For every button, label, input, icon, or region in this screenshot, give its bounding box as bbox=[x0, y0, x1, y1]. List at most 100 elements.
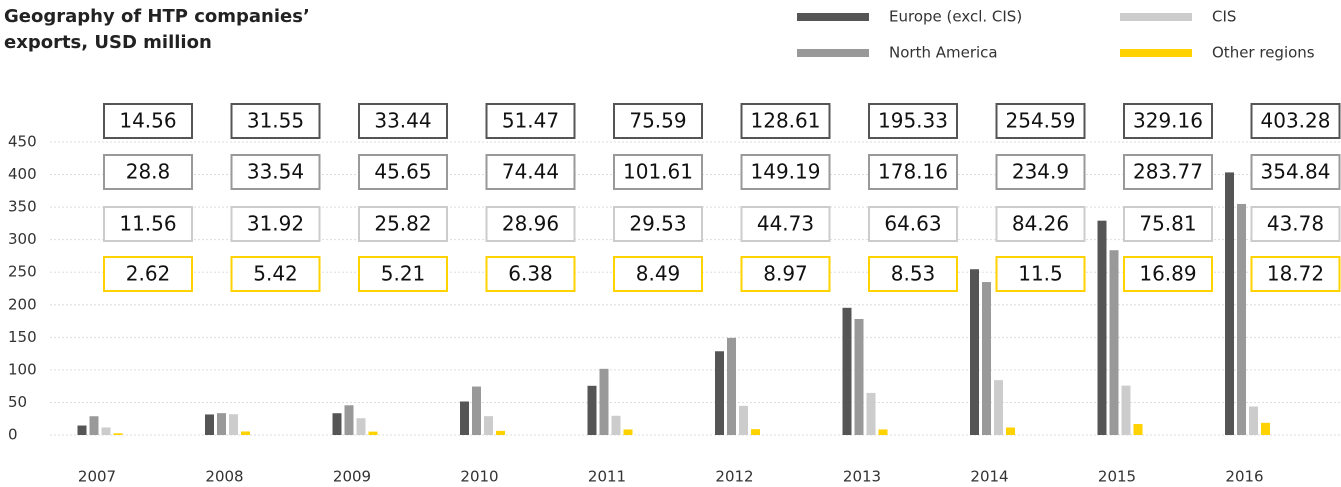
label-frame bbox=[230, 256, 321, 292]
data-label-box: 64.63 bbox=[868, 206, 958, 242]
bar bbox=[854, 318, 864, 435]
legend-swatch bbox=[797, 49, 869, 57]
data-label: 403.28 bbox=[1261, 109, 1331, 133]
data-label-box: 28.96 bbox=[485, 206, 576, 242]
data-label: 44.73 bbox=[757, 212, 814, 236]
data-label: 43.78 bbox=[1267, 212, 1324, 236]
data-label: 5.21 bbox=[381, 262, 426, 286]
bar bbox=[1109, 250, 1119, 435]
label-frame bbox=[613, 206, 703, 242]
label-frame bbox=[868, 103, 958, 139]
data-label-box: 2.62 bbox=[103, 256, 193, 292]
label-frame bbox=[1123, 154, 1213, 190]
label-frame bbox=[230, 206, 321, 242]
data-label: 14.56 bbox=[119, 109, 176, 133]
bar bbox=[89, 416, 99, 435]
legend-label: Europe (excl. CIS) bbox=[889, 8, 1022, 26]
bar bbox=[994, 380, 1003, 435]
bar bbox=[344, 405, 354, 435]
bar bbox=[472, 386, 481, 435]
bar bbox=[205, 414, 214, 435]
data-label-box: 29.53 bbox=[613, 206, 703, 242]
data-label: 18.72 bbox=[1267, 262, 1324, 286]
data-label-box: 84.26 bbox=[995, 206, 1086, 242]
bar bbox=[1261, 422, 1270, 435]
data-label: 178.16 bbox=[878, 160, 948, 184]
data-label-box: 14.56 bbox=[103, 103, 193, 139]
label-frame bbox=[1250, 206, 1341, 242]
bar bbox=[1225, 172, 1234, 435]
label-frame bbox=[358, 103, 448, 139]
bar bbox=[599, 368, 609, 435]
bar bbox=[1249, 406, 1258, 435]
x-tick-label: 2007 bbox=[78, 468, 116, 486]
data-label: 254.59 bbox=[1006, 109, 1076, 133]
data-label: 64.63 bbox=[884, 212, 941, 236]
bar bbox=[496, 430, 505, 435]
data-label: 33.54 bbox=[247, 160, 304, 184]
y-tick-label: 0 bbox=[8, 426, 18, 444]
bar bbox=[77, 425, 87, 435]
bar bbox=[1133, 424, 1143, 435]
label-frame bbox=[230, 103, 321, 139]
bar bbox=[739, 405, 748, 435]
x-tick-label: 2009 bbox=[333, 468, 371, 486]
data-label: 329.16 bbox=[1133, 109, 1203, 133]
bar bbox=[611, 415, 621, 435]
label-frame bbox=[1123, 103, 1213, 139]
label-frame bbox=[1123, 206, 1213, 242]
x-tick-label: 2013 bbox=[843, 468, 881, 486]
label-frame bbox=[358, 154, 448, 190]
bar bbox=[368, 431, 378, 435]
legend-swatch bbox=[797, 13, 869, 21]
legend-label: Other regions bbox=[1212, 44, 1315, 62]
label-frame bbox=[485, 256, 576, 292]
bar bbox=[356, 418, 366, 435]
data-label-box: 16.89 bbox=[1123, 256, 1213, 292]
bar bbox=[982, 282, 991, 435]
data-label: 234.9 bbox=[1012, 160, 1069, 184]
bar bbox=[101, 427, 111, 435]
x-tick-label: 2015 bbox=[1098, 468, 1136, 486]
data-label: 5.42 bbox=[253, 262, 298, 286]
data-label: 16.89 bbox=[1139, 262, 1196, 286]
data-label: 8.97 bbox=[763, 262, 808, 286]
data-label: 149.19 bbox=[751, 160, 821, 184]
label-frame bbox=[740, 154, 831, 190]
data-label: 6.38 bbox=[508, 262, 553, 286]
y-tick-label: 300 bbox=[8, 230, 37, 248]
data-label-box: 101.61 bbox=[613, 154, 703, 190]
data-label: 31.55 bbox=[247, 109, 304, 133]
label-frame bbox=[613, 154, 703, 190]
data-label-box: 11.56 bbox=[103, 206, 193, 242]
data-label-box: 403.28 bbox=[1250, 103, 1341, 139]
data-label: 33.44 bbox=[374, 109, 431, 133]
x-tick-label: 2011 bbox=[588, 468, 626, 486]
label-frame bbox=[230, 154, 321, 190]
bar bbox=[1006, 427, 1015, 435]
data-label-box: 354.84 bbox=[1250, 154, 1341, 190]
y-tick-label: 150 bbox=[8, 328, 37, 346]
data-label-box: 74.44 bbox=[485, 154, 576, 190]
data-label: 195.33 bbox=[878, 109, 948, 133]
data-label-box: 283.77 bbox=[1123, 154, 1213, 190]
data-label: 28.8 bbox=[126, 160, 171, 184]
bar bbox=[878, 429, 888, 435]
data-label-box: 28.8 bbox=[103, 154, 193, 190]
data-label-box: 45.65 bbox=[358, 154, 448, 190]
data-label: 74.44 bbox=[502, 160, 559, 184]
data-label: 75.59 bbox=[629, 109, 686, 133]
data-label-box: 195.33 bbox=[868, 103, 958, 139]
data-label-box: 75.59 bbox=[613, 103, 703, 139]
label-frame bbox=[103, 103, 193, 139]
label-frame bbox=[358, 206, 448, 242]
y-tick-label: 250 bbox=[8, 263, 37, 281]
data-label: 8.49 bbox=[636, 262, 681, 286]
label-frame bbox=[103, 256, 193, 292]
bar bbox=[842, 307, 852, 435]
data-label-box: 178.16 bbox=[868, 154, 958, 190]
data-label-box: 31.92 bbox=[230, 206, 321, 242]
label-frame bbox=[740, 256, 831, 292]
label-frame bbox=[740, 206, 831, 242]
bar bbox=[1121, 385, 1131, 435]
